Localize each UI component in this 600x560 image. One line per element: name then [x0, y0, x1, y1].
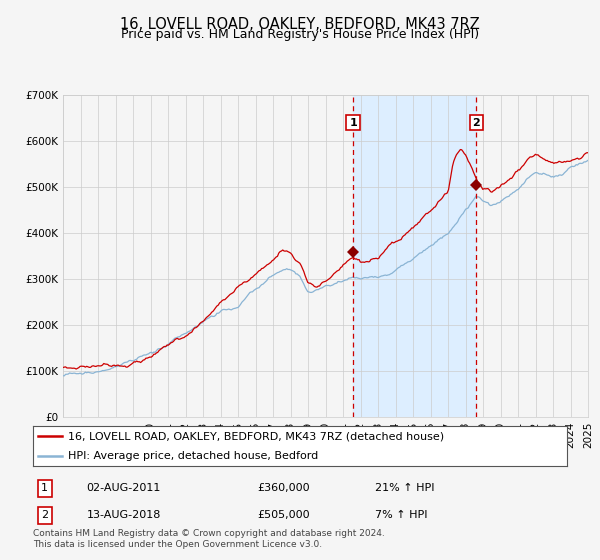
- Text: 02-AUG-2011: 02-AUG-2011: [86, 483, 161, 493]
- Text: £505,000: £505,000: [257, 510, 310, 520]
- Text: 2: 2: [41, 510, 49, 520]
- Text: Contains HM Land Registry data © Crown copyright and database right 2024.
This d: Contains HM Land Registry data © Crown c…: [33, 529, 385, 549]
- Text: 1: 1: [41, 483, 48, 493]
- Text: Price paid vs. HM Land Registry's House Price Index (HPI): Price paid vs. HM Land Registry's House …: [121, 28, 479, 41]
- Text: 7% ↑ HPI: 7% ↑ HPI: [375, 510, 427, 520]
- Text: 2: 2: [472, 118, 480, 128]
- Text: 16, LOVELL ROAD, OAKLEY, BEDFORD, MK43 7RZ (detached house): 16, LOVELL ROAD, OAKLEY, BEDFORD, MK43 7…: [68, 432, 444, 441]
- Bar: [353, 95, 476, 417]
- Text: £360,000: £360,000: [257, 483, 310, 493]
- Text: 16, LOVELL ROAD, OAKLEY, BEDFORD, MK43 7RZ: 16, LOVELL ROAD, OAKLEY, BEDFORD, MK43 7…: [120, 17, 480, 32]
- Text: 21% ↑ HPI: 21% ↑ HPI: [375, 483, 434, 493]
- Text: HPI: Average price, detached house, Bedford: HPI: Average price, detached house, Bedf…: [68, 451, 318, 461]
- Text: 1: 1: [349, 118, 357, 128]
- Text: 13-AUG-2018: 13-AUG-2018: [86, 510, 161, 520]
